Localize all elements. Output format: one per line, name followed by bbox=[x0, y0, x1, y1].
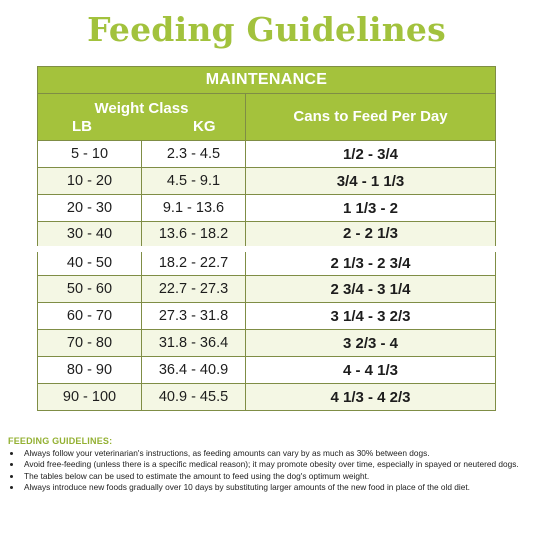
cans-cell: 3/4 - 1 1/3 bbox=[245, 167, 496, 195]
cans-header-label: Cans to Feed Per Day bbox=[293, 108, 448, 125]
kg-cell: 18.2 - 22.7 bbox=[141, 245, 246, 276]
kg-cell: 13.6 - 18.2 bbox=[141, 221, 246, 249]
list-item: Avoid free-feeding (unless there is a sp… bbox=[22, 459, 528, 471]
kg-cell: 36.4 - 40.9 bbox=[141, 356, 246, 384]
lb-cell: 5 - 10 bbox=[37, 140, 142, 168]
lb-cell: 10 - 20 bbox=[37, 167, 142, 195]
cans-cell: 3 2/3 - 4 bbox=[245, 329, 496, 357]
table-row: 70 - 80 31.8 - 36.4 3 2/3 - 4 bbox=[37, 329, 496, 357]
cans-cell: 4 1/3 - 4 2/3 bbox=[245, 383, 496, 411]
table-row: 90 - 100 40.9 - 45.5 4 1/3 - 4 2/3 bbox=[37, 383, 496, 411]
table-row: 30 - 40 13.6 - 18.2 2 - 2 1/3 bbox=[37, 221, 496, 249]
table-row: 10 - 20 4.5 - 9.1 3/4 - 1 1/3 bbox=[37, 167, 496, 195]
kg-header: KG bbox=[193, 118, 216, 135]
list-item: Always follow your veterinarian's instru… bbox=[22, 448, 528, 460]
lb-cell: 20 - 30 bbox=[37, 194, 142, 222]
lb-cell: 40 - 50 bbox=[37, 245, 142, 276]
kg-cell: 27.3 - 31.8 bbox=[141, 302, 246, 330]
kg-cell: 4.5 - 9.1 bbox=[141, 167, 246, 195]
cans-cell: 2 - 2 1/3 bbox=[245, 221, 496, 249]
kg-cell: 9.1 - 13.6 bbox=[141, 194, 246, 222]
list-item: The tables below can be used to estimate… bbox=[22, 471, 528, 483]
cans-cell: 3 1/4 - 3 2/3 bbox=[245, 302, 496, 330]
cans-cell: 1/2 - 3/4 bbox=[245, 140, 496, 168]
cans-cell: 1 1/3 - 2 bbox=[245, 194, 496, 222]
feeding-notes: FEEDING GUIDELINES: Always follow your v… bbox=[8, 436, 528, 494]
weight-class-label: Weight Class bbox=[94, 100, 189, 117]
kg-cell: 22.7 - 27.3 bbox=[141, 275, 246, 303]
cans-cell: 4 - 4 1/3 bbox=[245, 356, 496, 384]
lb-header: LB bbox=[72, 118, 92, 135]
lb-cell: 90 - 100 bbox=[37, 383, 142, 411]
table-row: 20 - 30 9.1 - 13.6 1 1/3 - 2 bbox=[37, 194, 496, 222]
table-row: 40 - 50 18.2 - 22.7 2 1/3 - 2 3/4 bbox=[37, 245, 496, 276]
kg-cell: 40.9 - 45.5 bbox=[141, 383, 246, 411]
lb-cell: 50 - 60 bbox=[37, 275, 142, 303]
notes-list: Always follow your veterinarian's instru… bbox=[8, 448, 528, 494]
list-item: Always introduce new foods gradually ove… bbox=[22, 482, 528, 494]
cans-cell: 2 3/4 - 3 1/4 bbox=[245, 275, 496, 303]
table-row: 50 - 60 22.7 - 27.3 2 3/4 - 3 1/4 bbox=[37, 275, 496, 303]
lb-cell: 30 - 40 bbox=[37, 221, 142, 249]
page-title: Feeding Guidelines bbox=[87, 10, 446, 49]
cans-header: Cans to Feed Per Day bbox=[245, 93, 496, 141]
table-row: 5 - 10 2.3 - 4.5 1/2 - 3/4 bbox=[37, 140, 496, 168]
kg-cell: 2.3 - 4.5 bbox=[141, 140, 246, 168]
section-header: MAINTENANCE bbox=[37, 66, 496, 94]
table-row: 80 - 90 36.4 - 40.9 4 - 4 1/3 bbox=[37, 356, 496, 384]
feeding-table: MAINTENANCE Weight Class LB KG Cans to F… bbox=[37, 66, 496, 411]
cans-cell: 2 1/3 - 2 3/4 bbox=[245, 245, 496, 276]
lb-cell: 80 - 90 bbox=[37, 356, 142, 384]
lb-cell: 60 - 70 bbox=[37, 302, 142, 330]
kg-cell: 31.8 - 36.4 bbox=[141, 329, 246, 357]
notes-heading: FEEDING GUIDELINES: bbox=[8, 436, 113, 446]
table-row: 60 - 70 27.3 - 31.8 3 1/4 - 3 2/3 bbox=[37, 302, 496, 330]
lb-cell: 70 - 80 bbox=[37, 329, 142, 357]
weight-class-header: Weight Class LB KG bbox=[37, 93, 246, 141]
